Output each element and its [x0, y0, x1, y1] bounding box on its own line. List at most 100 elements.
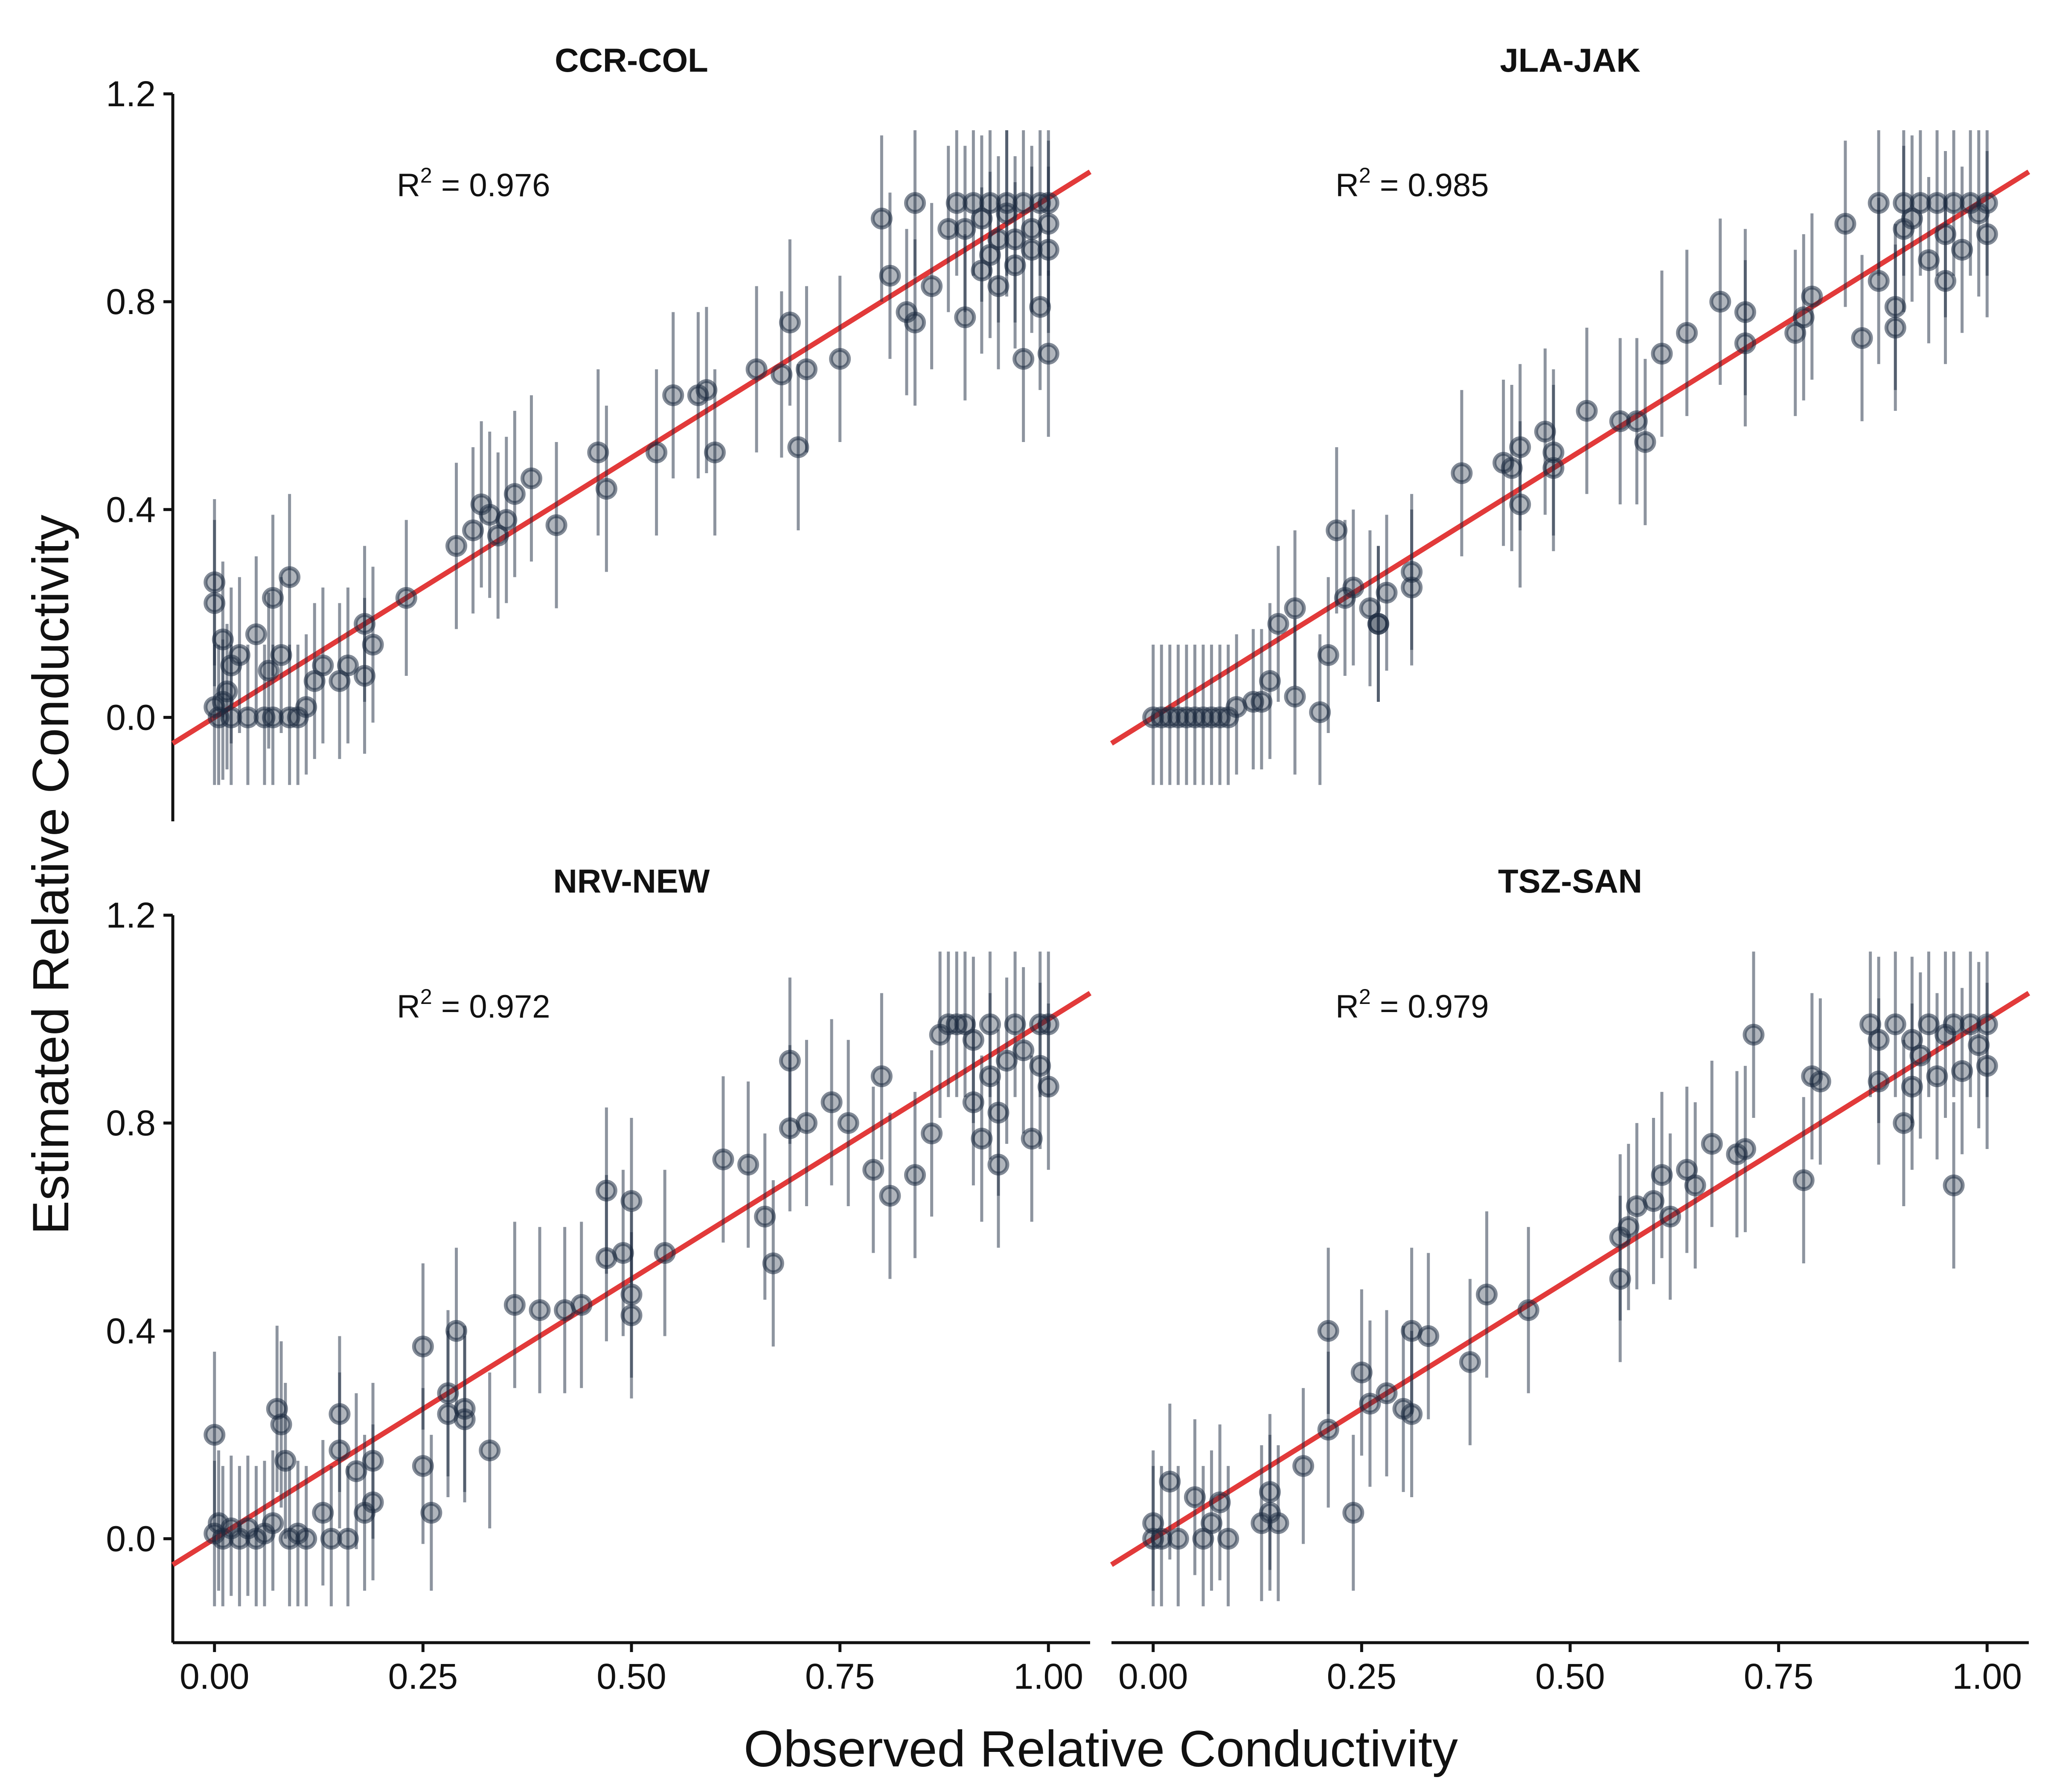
panel-tsz-san: TSZ-SAN 0.00 0.25 0.50 0.75 1.00 R2 = 0.979 — [1110, 862, 2031, 1696]
data-point — [1317, 1320, 1339, 1342]
data-point — [1021, 1128, 1043, 1150]
data-point — [1901, 1076, 1923, 1098]
data-point — [1401, 576, 1423, 599]
data-point — [1004, 228, 1026, 250]
data-point — [1868, 1029, 1890, 1051]
data-point — [258, 660, 280, 682]
data-point — [987, 275, 1009, 297]
y-tick-label: 1.2 — [106, 895, 156, 935]
x-axis-title: Observed Relative Conductivity — [744, 1720, 1458, 1777]
data-point — [329, 1439, 351, 1461]
r2-annotation: R2 = 0.976 — [397, 163, 550, 204]
data-point — [495, 509, 518, 531]
data-point — [520, 467, 542, 489]
panel-ccr-col: CCR-COL 0.0 0.4 0.8 1.2 R2 = 0.976 — [106, 41, 1092, 821]
data-point — [212, 628, 234, 651]
data-point — [1976, 223, 1998, 245]
data-point — [1734, 332, 1756, 355]
data-point — [1576, 400, 1598, 422]
data-point — [337, 1527, 359, 1550]
data-point — [962, 1091, 984, 1113]
data-point — [987, 1154, 1009, 1176]
data-point — [1951, 1060, 1973, 1082]
data-point — [1251, 691, 1273, 713]
y-tick-label: 0.0 — [106, 697, 156, 737]
data-point — [354, 665, 376, 687]
data-point — [1676, 322, 1698, 344]
panel-title: CCR-COL — [555, 41, 708, 79]
r2-value: = 0.972 — [432, 989, 550, 1025]
y-axis-title: Estimated Relative Conductivity — [22, 515, 79, 1234]
data-point — [1359, 1393, 1381, 1415]
data-point — [1651, 1164, 1673, 1186]
data-point — [962, 1029, 984, 1051]
data-point — [1634, 431, 1656, 453]
data-point — [1012, 1039, 1035, 1062]
data-point — [971, 1128, 993, 1150]
data-point — [1884, 296, 1906, 318]
data-point — [996, 1050, 1018, 1072]
fit-line — [1110, 169, 2031, 746]
r2-value: = 0.985 — [1371, 167, 1489, 204]
data-point — [979, 1065, 1001, 1088]
data-point — [695, 379, 718, 401]
data-point — [1284, 686, 1306, 708]
data-point — [1401, 1403, 1423, 1425]
y-ticks: 0.0 0.4 0.8 1.2 — [106, 74, 173, 737]
data-point — [879, 1185, 901, 1207]
data-point — [1401, 561, 1423, 583]
data-point — [862, 1159, 884, 1181]
y-tick-label: 0.8 — [106, 1103, 156, 1143]
data-points — [1142, 1013, 1998, 1550]
data-point — [829, 348, 851, 370]
data-point — [479, 1439, 501, 1461]
data-point — [987, 1102, 1009, 1124]
data-point — [1868, 1071, 1890, 1093]
data-point — [454, 1408, 476, 1430]
data-points — [1142, 192, 1998, 728]
data-point — [704, 441, 726, 463]
data-point — [362, 1491, 384, 1513]
data-point — [204, 592, 226, 614]
data-point — [1209, 1491, 1231, 1513]
data-point — [228, 644, 250, 666]
data-point — [870, 1065, 893, 1088]
data-point — [1534, 421, 1556, 443]
data-point — [745, 358, 768, 380]
data-point — [795, 1112, 817, 1134]
data-point — [295, 696, 317, 718]
data-point — [204, 1424, 226, 1446]
data-point — [1651, 343, 1673, 365]
data-point — [337, 655, 359, 677]
data-point — [1267, 1512, 1289, 1534]
data-point — [1935, 223, 1957, 245]
data-point — [1617, 1216, 1640, 1238]
data-point — [503, 1294, 526, 1316]
data-point — [620, 1304, 643, 1327]
data-point — [654, 1242, 676, 1264]
data-point — [870, 207, 893, 230]
data-point — [1167, 1527, 1189, 1550]
data-point — [737, 1154, 759, 1176]
data-point — [1267, 613, 1289, 635]
data-point — [1317, 644, 1339, 666]
data-point — [1292, 1455, 1315, 1477]
data-point — [904, 311, 926, 334]
data-point — [754, 1205, 776, 1228]
data-point — [1284, 597, 1306, 620]
data-point — [329, 1403, 351, 1425]
y-tick-label: 0.4 — [106, 489, 156, 529]
data-point — [1029, 296, 1051, 318]
data-point — [921, 275, 943, 297]
data-point — [1976, 1013, 1998, 1036]
data-point — [1909, 1044, 1932, 1067]
data-point — [437, 1382, 459, 1404]
data-point — [279, 566, 301, 588]
data-point — [954, 218, 976, 240]
r2-symbol: R — [397, 167, 420, 204]
data-point — [420, 1502, 442, 1524]
x-ticks: 0.00 0.25 0.50 0.75 1.00 — [180, 1643, 1083, 1696]
data-point — [1809, 1071, 1831, 1093]
data-point — [1342, 576, 1364, 599]
